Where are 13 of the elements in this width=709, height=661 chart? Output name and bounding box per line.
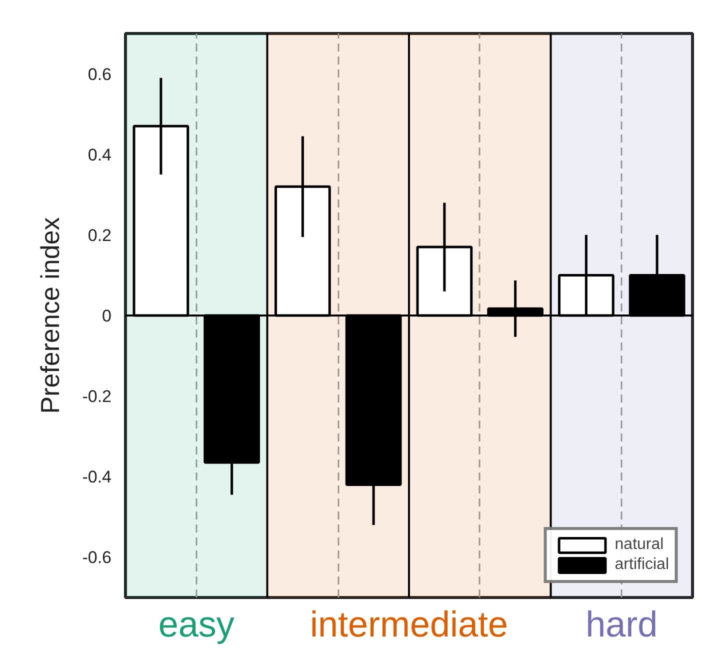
legend-label: artificial <box>614 556 669 574</box>
text: intermediate <box>310 603 508 644</box>
y-axis-title: Preference index <box>35 217 66 414</box>
y-tick-label: 0 <box>102 306 112 326</box>
y-tick-label: 0.6 <box>88 64 112 84</box>
text: easy <box>158 603 234 644</box>
y-tick-label: -0.4 <box>82 468 112 487</box>
y-tick-label: 0.4 <box>88 145 112 164</box>
text: hard <box>586 603 658 644</box>
legend-label: natural <box>614 536 664 554</box>
y-tick-label: 0.2 <box>88 226 112 245</box>
y-tick-label: -0.6 <box>82 548 112 568</box>
y-tick-label: -0.2 <box>82 387 112 406</box>
